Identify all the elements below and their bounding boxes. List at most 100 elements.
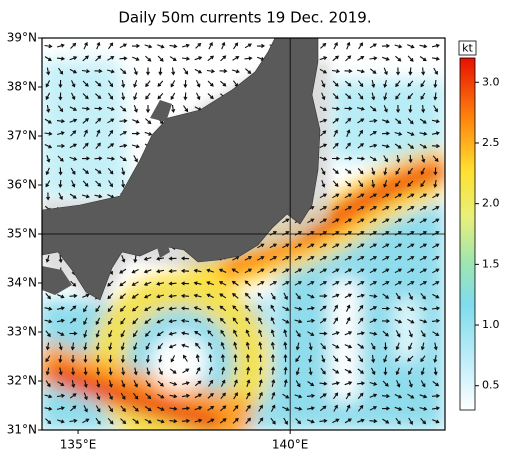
current-arrow xyxy=(357,56,365,61)
current-arrow xyxy=(244,292,251,299)
current-arrow xyxy=(220,80,227,87)
current-arrow xyxy=(419,56,427,62)
current-arrow xyxy=(395,355,401,362)
current-arrow xyxy=(82,93,89,100)
current-arrow xyxy=(208,41,213,50)
current-arrow xyxy=(120,330,126,338)
current-arrow xyxy=(320,342,326,350)
current-arrow xyxy=(382,243,390,249)
current-arrow xyxy=(381,406,391,411)
current-arrow xyxy=(370,342,376,350)
current-arrow xyxy=(369,393,378,398)
current-arrow xyxy=(395,417,401,425)
current-arrow xyxy=(120,354,125,364)
current-arrow xyxy=(407,80,414,87)
current-arrow xyxy=(207,418,215,424)
current-arrow xyxy=(58,67,64,75)
current-arrow xyxy=(94,168,102,174)
current-arrow xyxy=(407,318,415,324)
current-arrow xyxy=(420,292,426,300)
current-arrow xyxy=(369,206,378,211)
current-arrow xyxy=(169,368,177,374)
current-arrow xyxy=(157,93,164,100)
current-arrow xyxy=(333,304,338,312)
current-arrow xyxy=(407,180,414,187)
current-arrow xyxy=(332,118,340,124)
current-arrow xyxy=(70,342,75,351)
current-arrow xyxy=(145,380,151,388)
current-arrow xyxy=(419,44,428,49)
current-arrow xyxy=(369,294,378,299)
current-arrow xyxy=(420,418,427,425)
current-arrow xyxy=(56,318,65,323)
current-arrow xyxy=(407,393,415,399)
current-arrow xyxy=(408,292,413,301)
colorbar-unit-box xyxy=(458,40,477,56)
current-arrow xyxy=(382,56,390,61)
current-arrow xyxy=(332,281,340,286)
current-arrow xyxy=(408,104,413,114)
current-arrow xyxy=(193,293,202,298)
current-arrow xyxy=(131,293,139,299)
current-arrow xyxy=(157,44,165,49)
current-arrow xyxy=(183,67,189,75)
current-arrow xyxy=(357,343,365,349)
current-arrow xyxy=(180,256,190,261)
current-arrow xyxy=(270,353,275,363)
current-arrow xyxy=(233,329,238,337)
current-arrow xyxy=(58,179,63,189)
current-arrow xyxy=(356,156,366,161)
current-arrow xyxy=(145,342,151,351)
current-arrow xyxy=(407,206,415,211)
current-arrow xyxy=(345,93,352,99)
current-arrow xyxy=(107,305,114,313)
current-arrow xyxy=(180,293,190,298)
current-arrow xyxy=(183,354,188,362)
y-tick-label: 32°N xyxy=(7,374,37,388)
current-arrow xyxy=(45,80,51,88)
current-arrow xyxy=(333,41,338,50)
current-arrow xyxy=(369,43,377,49)
current-arrow xyxy=(119,156,127,162)
current-arrow xyxy=(170,80,176,88)
current-arrow xyxy=(70,280,77,287)
current-arrow xyxy=(307,381,315,387)
current-arrow xyxy=(346,41,351,50)
current-arrow xyxy=(383,355,388,363)
current-arrow xyxy=(269,243,278,249)
current-arrow xyxy=(121,367,126,376)
current-arrow xyxy=(157,406,165,411)
current-arrow xyxy=(282,393,290,399)
current-arrow xyxy=(283,366,288,375)
current-arrow xyxy=(295,418,302,425)
current-arrow xyxy=(94,156,103,161)
current-arrow xyxy=(371,79,376,88)
current-arrow xyxy=(171,67,176,76)
current-arrow xyxy=(258,379,263,388)
current-arrow xyxy=(381,131,391,136)
current-arrow xyxy=(220,405,227,412)
current-arrow xyxy=(82,418,90,424)
current-arrow xyxy=(357,231,365,236)
current-arrow xyxy=(332,142,339,149)
current-arrow xyxy=(95,55,102,62)
current-arrow xyxy=(407,406,415,411)
current-arrow xyxy=(371,354,376,364)
current-arrow xyxy=(45,380,51,388)
current-arrow xyxy=(219,317,226,324)
current-arrow xyxy=(95,330,100,338)
current-arrow xyxy=(308,342,313,351)
current-arrow xyxy=(56,306,65,311)
current-arrow xyxy=(356,69,365,74)
current-arrow xyxy=(169,394,178,399)
current-arrow xyxy=(133,80,138,88)
current-arrow xyxy=(432,380,440,387)
current-arrow xyxy=(419,118,427,124)
current-arrow xyxy=(195,42,202,49)
current-arrow xyxy=(332,206,340,211)
current-arrow xyxy=(133,354,138,364)
current-arrow xyxy=(69,293,78,298)
current-arrow xyxy=(396,380,401,388)
current-arrow xyxy=(133,380,138,388)
current-arrow xyxy=(207,393,214,399)
